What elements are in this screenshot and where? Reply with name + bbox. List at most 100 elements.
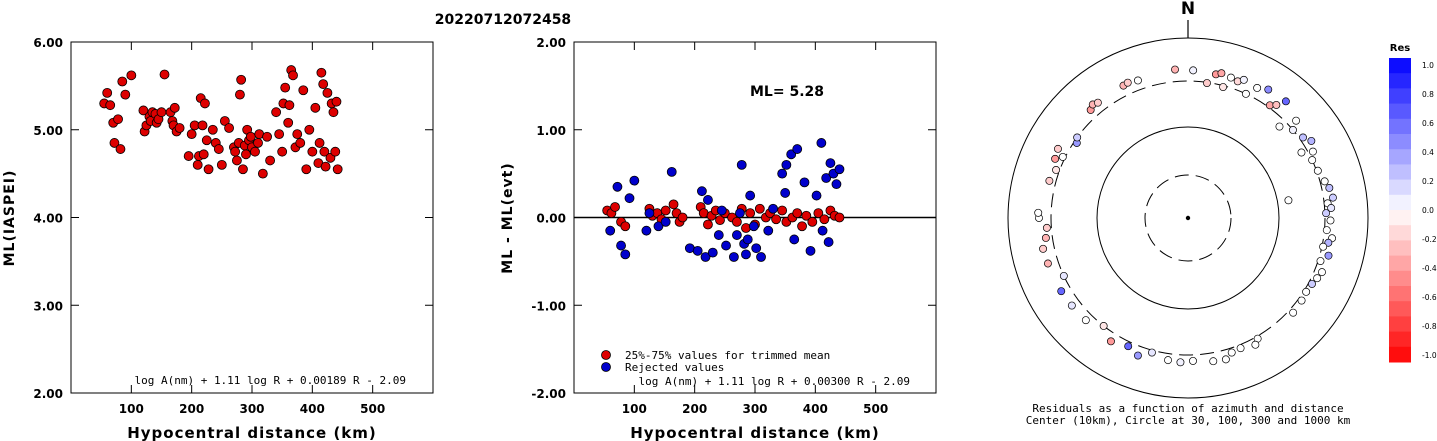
polar-point [1308,279,1316,288]
polar-point [1176,358,1185,367]
colorbar-swatch [1389,179,1411,196]
panel2-point [777,168,788,179]
panel1-point [232,155,242,166]
polar-point [1058,152,1067,161]
colorbar-swatch [1389,73,1411,89]
polar-point [1316,257,1325,265]
polar-point [1171,65,1179,74]
polar-point [1319,242,1328,251]
panel2-point [703,195,713,205]
colorbar-tick-label: 0.6 [1422,119,1434,128]
polar-point [1297,296,1306,305]
panel2-y-ticks: 2.00 1.00 0.00 -1.00 -2.00 [531,36,936,401]
colorbar-swatch [1389,225,1411,241]
panel1-point [230,146,241,157]
polar-point [1272,100,1281,109]
polar-point [1042,223,1051,232]
panel2-point [641,225,652,236]
panel1-point [102,87,113,98]
panel1-point [253,138,263,148]
panel2-ml-annotation: ML= 5.28 [750,84,824,100]
panel2-point [620,221,631,232]
ring-300km [1050,80,1326,356]
panel1-point [280,82,291,93]
panel1-point [307,146,318,157]
panel-residual-vs-distance: 100 200 300 400 500 2.00 1.00 0.00 -1.00 -2.00 H… [500,36,937,441]
colorbar-swatch [1389,210,1411,226]
panel2-point [624,193,635,204]
panel1-point [284,100,295,111]
ring-1000km [1007,37,1369,399]
legend-label-rejected: Rejected values [625,361,724,374]
panel1-point [120,89,131,100]
panel1-x-tick-label: 400 [300,402,325,416]
panel2-point [700,252,711,262]
panel2-point [792,144,803,154]
polar-point [1052,166,1061,174]
panel1-y-ticks: 6.00 5.00 4.00 3.00 2.00 [33,36,433,401]
panel2-point [732,216,742,227]
panel2-x-tick-label: 500 [863,402,888,416]
panel1-y-tick-label: 3.00 [33,299,63,313]
colorbar-swatch [1389,240,1411,257]
panel2-point [653,221,664,232]
panel2-x-tick-label: 400 [803,402,828,416]
panel2-point [807,216,818,227]
panel2-point [644,208,655,219]
colorbar-swatch [1389,149,1411,165]
panel1-point [257,168,268,179]
polar-point [1320,177,1329,186]
panel2-point [799,177,810,188]
panel2-point [620,249,631,260]
panel1-point [126,70,137,81]
panel2-point [715,215,725,226]
panel1-point [241,149,251,160]
panel2-point [825,158,836,168]
polar-point [1226,73,1235,82]
center-dot [1185,215,1191,221]
panel2-point [713,230,724,240]
polar-point [1264,85,1273,94]
panel1-point [192,159,203,170]
polar-point [1308,156,1317,165]
panel2-point [668,199,679,210]
polar-point [1054,144,1062,153]
panel2-point [692,245,703,256]
legend-label-trimmed: 25%-75% values for trimmed mean [625,349,830,362]
panel1-point [295,138,306,148]
panel2-point [823,237,834,247]
polar-point [1284,196,1293,205]
polar-point [1313,274,1322,283]
panel2-points [602,138,845,262]
panel1-point [216,159,227,170]
panel2-point [735,208,745,219]
panel2-point [777,205,788,216]
colorbar-tick-labels: 1.0 0.8 0.6 0.4 0.2 0.0 -0.2 -0.4 -0.6 -0.8 -1.0 [1422,61,1437,360]
panel2-point [703,219,713,230]
panel1-point [105,100,116,111]
colorbar-tick-label: 0.4 [1422,148,1434,157]
panel2-point [660,205,671,216]
panel1-point [200,98,210,109]
panel2-point [763,225,774,236]
figure-title: 20220712072458 [435,12,571,28]
polar-point [1106,337,1115,346]
panel2-y-tick-label: 1.00 [536,124,566,138]
panel1-point [316,67,327,78]
panel1-point [109,138,120,148]
panel2-point [605,225,616,236]
polar-point [1133,76,1142,85]
colorbar-swatch [1389,194,1411,211]
panel2-x-tick-label: 100 [622,402,647,416]
panel1-x-tick-label: 300 [239,402,264,416]
ring-100km [1096,126,1280,310]
colorbar-swatch [1389,134,1411,150]
polar-point [1124,342,1133,351]
panel2-y-label: ML - ML(evt) [500,162,516,273]
panel2-x-tick-label: 200 [682,402,707,416]
panel2-point [716,205,727,216]
panel1-point [159,69,170,80]
colorbar-swatch [1389,103,1411,120]
panel2-point [813,208,824,219]
panel1-point [320,161,331,172]
